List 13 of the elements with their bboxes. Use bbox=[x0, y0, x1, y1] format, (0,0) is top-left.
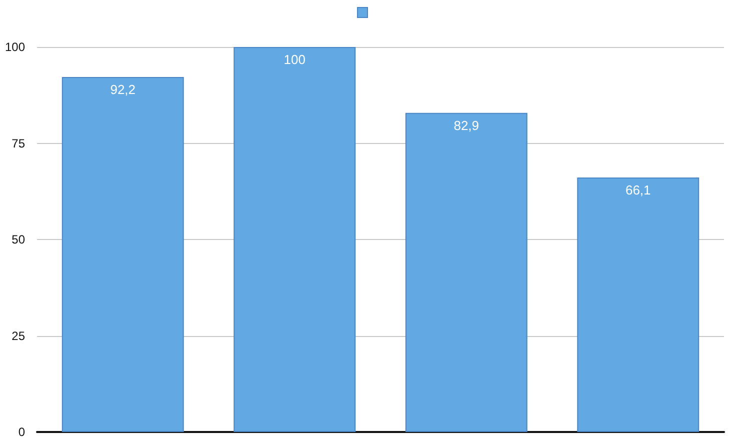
bar bbox=[62, 77, 184, 432]
y-tick-label: 25 bbox=[12, 328, 26, 343]
y-tick-label: 50 bbox=[12, 232, 26, 246]
y-tick-label: 100 bbox=[4, 40, 26, 54]
data-label: 92,2 bbox=[110, 82, 136, 98]
y-tick-label: 75 bbox=[12, 136, 26, 150]
bar bbox=[234, 47, 356, 432]
data-label: 82,9 bbox=[454, 118, 480, 133]
data-label: 100 bbox=[284, 52, 306, 67]
data-label: 66,1 bbox=[625, 182, 651, 198]
bar bbox=[577, 178, 700, 432]
bar bbox=[405, 112, 528, 432]
y-tick-label: 0 bbox=[18, 425, 26, 439]
